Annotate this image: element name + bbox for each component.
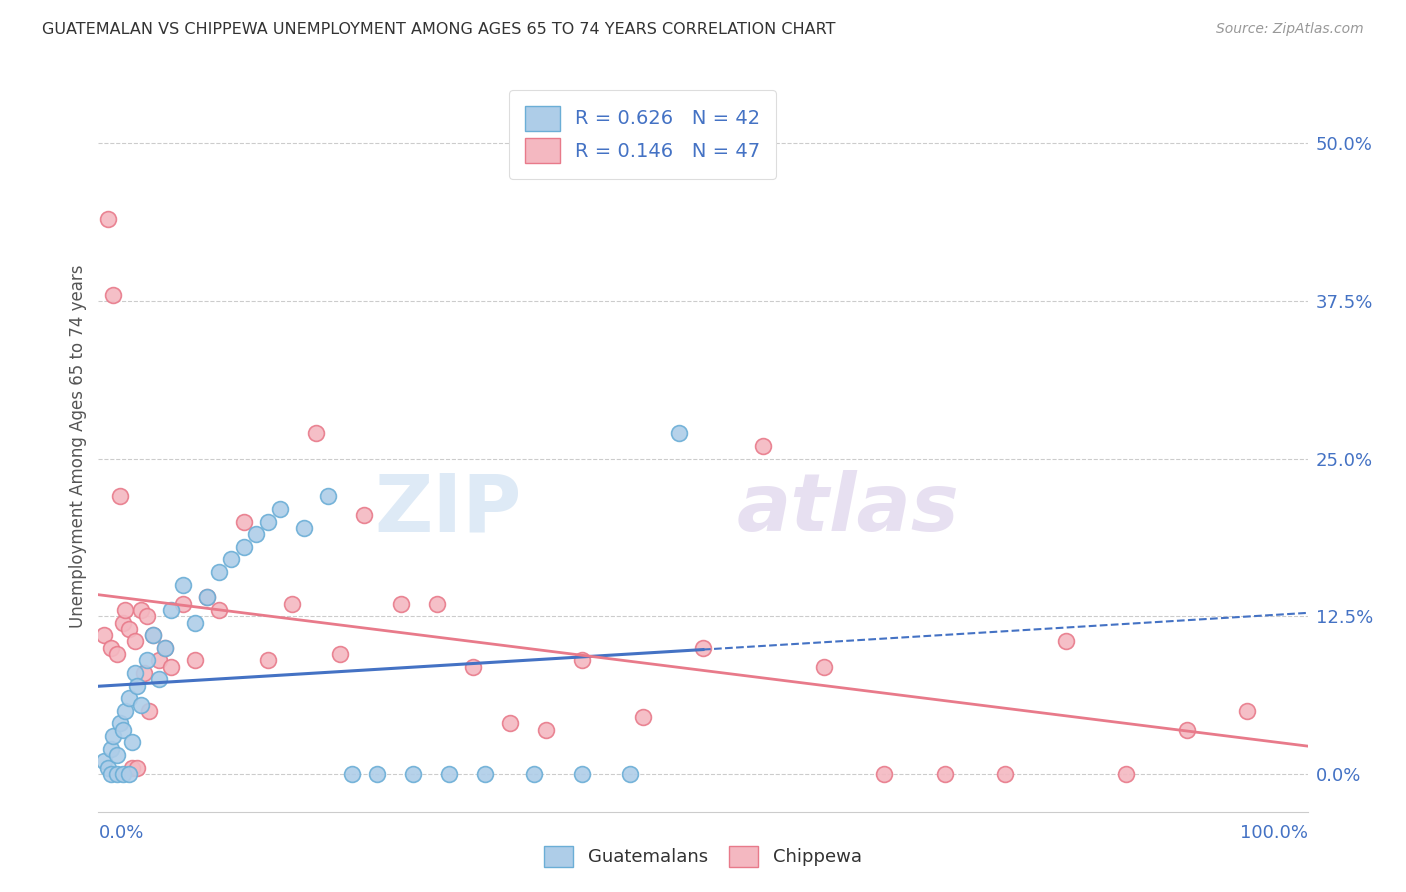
Point	[631, 710, 654, 724]
Point	[994, 767, 1017, 781]
Point	[111, 723, 134, 737]
Point	[111, 615, 134, 630]
Point	[142, 628, 165, 642]
Point	[1236, 704, 1258, 718]
Point	[118, 767, 141, 781]
Y-axis label: Unemployment Among Ages 65 to 74 years: Unemployment Among Ages 65 to 74 years	[69, 264, 87, 628]
Point	[148, 653, 170, 667]
Point	[138, 704, 160, 718]
Point	[121, 735, 143, 749]
Point	[232, 515, 254, 529]
Point	[105, 647, 128, 661]
Point	[114, 704, 136, 718]
Point	[692, 640, 714, 655]
Point	[329, 647, 352, 661]
Text: Source: ZipAtlas.com: Source: ZipAtlas.com	[1216, 22, 1364, 37]
Point	[118, 691, 141, 706]
Point	[366, 767, 388, 781]
Point	[153, 640, 176, 655]
Legend: Guatemalans, Chippewa: Guatemalans, Chippewa	[537, 838, 869, 874]
Point	[523, 767, 546, 781]
Point	[402, 767, 425, 781]
Point	[127, 679, 149, 693]
Point	[437, 767, 460, 781]
Point	[127, 761, 149, 775]
Point	[873, 767, 896, 781]
Point	[281, 597, 304, 611]
Point	[305, 426, 328, 441]
Point	[316, 490, 339, 504]
Point	[498, 716, 520, 731]
Point	[208, 603, 231, 617]
Point	[100, 741, 122, 756]
Point	[1054, 634, 1077, 648]
Point	[534, 723, 557, 737]
Text: GUATEMALAN VS CHIPPEWA UNEMPLOYMENT AMONG AGES 65 TO 74 YEARS CORRELATION CHART: GUATEMALAN VS CHIPPEWA UNEMPLOYMENT AMON…	[42, 22, 835, 37]
Point	[474, 767, 496, 781]
Point	[100, 767, 122, 781]
Point	[1115, 767, 1137, 781]
Point	[118, 622, 141, 636]
Point	[934, 767, 956, 781]
Point	[571, 653, 593, 667]
Point	[111, 767, 134, 781]
Point	[195, 591, 218, 605]
Point	[135, 653, 157, 667]
Text: atlas: atlas	[737, 470, 959, 548]
Point	[269, 502, 291, 516]
Legend: R = 0.626   N = 42, R = 0.146   N = 47: R = 0.626 N = 42, R = 0.146 N = 47	[509, 90, 776, 179]
Text: 100.0%: 100.0%	[1240, 824, 1308, 842]
Point	[221, 552, 243, 566]
Point	[153, 640, 176, 655]
Point	[619, 767, 641, 781]
Point	[135, 609, 157, 624]
Point	[148, 673, 170, 687]
Point	[142, 628, 165, 642]
Point	[101, 287, 124, 301]
Point	[105, 767, 128, 781]
Point	[668, 426, 690, 441]
Point	[97, 761, 120, 775]
Point	[101, 729, 124, 743]
Point	[342, 767, 364, 781]
Point	[752, 439, 775, 453]
Point	[184, 615, 207, 630]
Point	[124, 665, 146, 680]
Point	[245, 527, 267, 541]
Point	[195, 591, 218, 605]
Point	[389, 597, 412, 611]
Text: 0.0%: 0.0%	[98, 824, 143, 842]
Point	[134, 665, 156, 680]
Text: ZIP: ZIP	[374, 470, 522, 548]
Point	[129, 603, 152, 617]
Point	[108, 716, 131, 731]
Point	[813, 659, 835, 673]
Point	[571, 767, 593, 781]
Point	[172, 578, 194, 592]
Point	[93, 628, 115, 642]
Point	[160, 659, 183, 673]
Point	[129, 698, 152, 712]
Point	[93, 754, 115, 768]
Point	[172, 597, 194, 611]
Point	[426, 597, 449, 611]
Point	[463, 659, 485, 673]
Point	[97, 212, 120, 227]
Point	[256, 515, 278, 529]
Point	[184, 653, 207, 667]
Point	[124, 634, 146, 648]
Point	[232, 540, 254, 554]
Point	[160, 603, 183, 617]
Point	[105, 747, 128, 762]
Point	[208, 565, 231, 579]
Point	[114, 603, 136, 617]
Point	[108, 490, 131, 504]
Point	[121, 761, 143, 775]
Point	[1175, 723, 1198, 737]
Point	[100, 640, 122, 655]
Point	[256, 653, 278, 667]
Point	[353, 508, 375, 523]
Point	[292, 521, 315, 535]
